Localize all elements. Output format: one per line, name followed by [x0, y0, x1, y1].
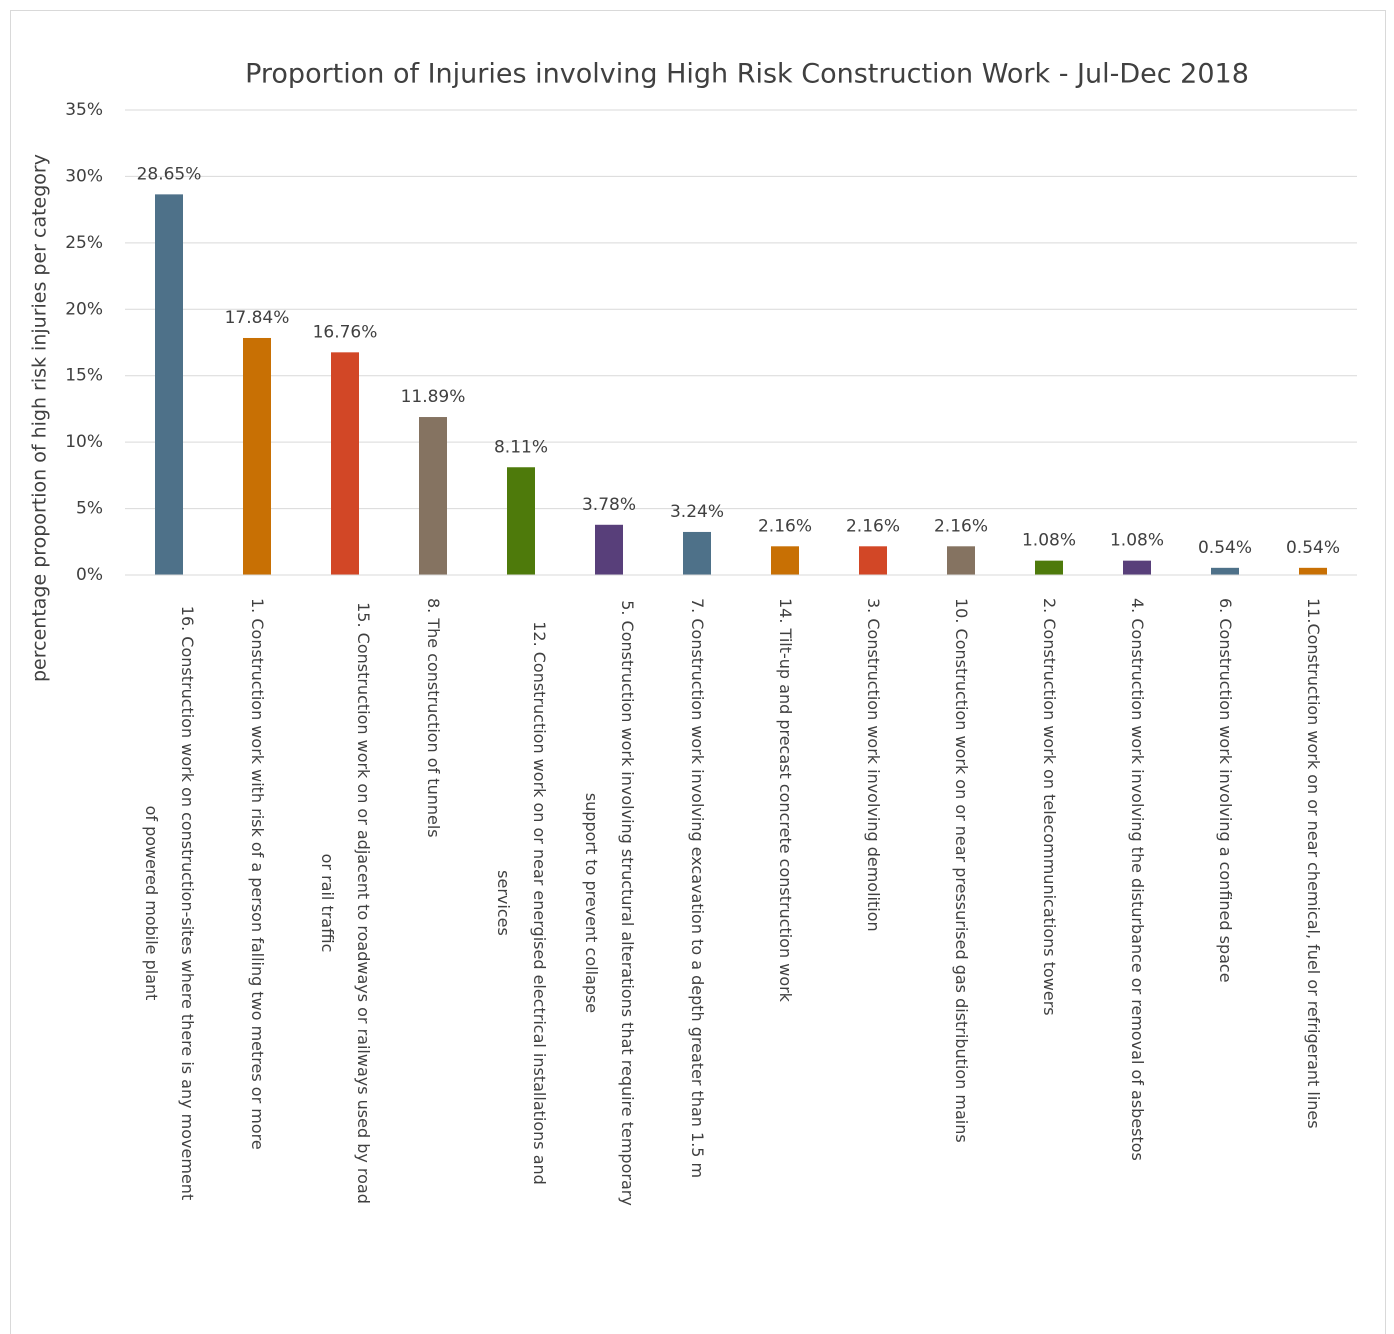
bar [595, 524, 623, 575]
x-tick-label: 2. Construction work on telecommunicatio… [1040, 598, 1059, 1016]
bar [1123, 560, 1151, 575]
chart-frame [10, 10, 1386, 1334]
y-tick-label: 30% [65, 166, 103, 186]
data-label: 8.11% [494, 437, 548, 457]
data-label: 0.54% [1286, 538, 1340, 558]
data-label: 11.89% [401, 387, 466, 407]
data-label: 1.08% [1022, 531, 1076, 551]
y-tick-label: 15% [65, 366, 103, 386]
data-label: 1.08% [1110, 531, 1164, 551]
data-label: 28.65% [137, 164, 202, 184]
bar [155, 194, 183, 575]
data-label: 2.16% [846, 516, 900, 536]
bar [507, 467, 535, 575]
x-tick-label: 6. Construction work involving a confine… [1216, 598, 1235, 983]
y-tick-label: 25% [65, 233, 103, 253]
bar [859, 546, 887, 575]
y-tick-label: 0% [76, 565, 103, 585]
bar [419, 417, 447, 575]
bar [243, 337, 271, 575]
y-axis-label: percentage proportion of high risk injur… [29, 154, 51, 682]
y-tick-label: 20% [65, 299, 103, 319]
bar [1035, 560, 1063, 575]
chart-title: Proportion of Injuries involving High Ri… [245, 59, 1249, 90]
bar [1299, 567, 1327, 575]
x-tick-label: 4. Construction work involving the distu… [1128, 598, 1147, 1161]
x-tick-label: 8. The construction of tunnels [424, 598, 443, 838]
bar [331, 352, 359, 575]
data-label: 17.84% [225, 308, 290, 328]
x-tick-label: 7. Construction work involving excavatio… [688, 598, 707, 1179]
data-label: 0.54% [1198, 538, 1252, 558]
x-tick-label: 15. Construction work on or adjacent to … [318, 602, 373, 1204]
data-label: 2.16% [934, 516, 988, 536]
bar [1211, 567, 1239, 575]
y-tick-label: 35% [65, 100, 103, 120]
bar [683, 531, 711, 575]
data-label: 3.24% [670, 502, 724, 522]
data-label: 3.78% [582, 495, 636, 515]
x-tick-label: 10. Construction work on or near pressur… [952, 598, 971, 1143]
x-tick-label: 12. Construction work on or near energis… [494, 621, 549, 1185]
bar [771, 546, 799, 575]
y-tick-label: 5% [76, 499, 103, 519]
x-tick-label: 1. Construction work with risk of a pers… [248, 598, 267, 1150]
bar [947, 546, 975, 575]
data-label: 2.16% [758, 516, 812, 536]
x-tick-label: 5. Construction work involving structura… [582, 600, 637, 1206]
x-tick-label: 14. Tilt-up and precast concrete constru… [776, 598, 795, 1002]
x-tick-label: 3. Construction work involving demolitio… [864, 598, 883, 932]
y-tick-label: 10% [65, 432, 103, 452]
x-tick-label: 16. Construction work on construction-si… [142, 605, 197, 1201]
data-label: 16.76% [313, 322, 378, 342]
x-tick-label: 11.Construction work on or near chemical… [1304, 598, 1323, 1129]
